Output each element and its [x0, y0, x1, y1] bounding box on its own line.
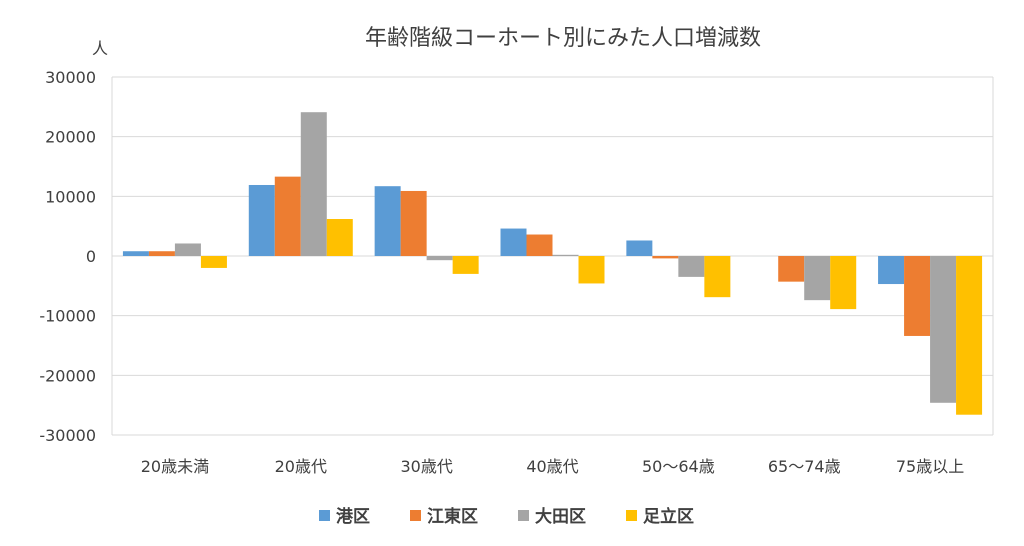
y-tick-label: 20000 — [45, 128, 96, 147]
bar — [174, 243, 201, 256]
x-category-label: 30歳代 — [400, 457, 452, 476]
bar — [452, 256, 479, 274]
bar — [374, 186, 401, 256]
bar — [904, 256, 931, 336]
y-tick-label: 10000 — [45, 187, 96, 206]
bar — [678, 256, 705, 277]
legend-swatch — [410, 510, 421, 521]
bar — [704, 256, 731, 298]
y-axis-tick-labels: 30000 20000 10000 0 -10000 -20000 -30000 — [39, 68, 96, 445]
legend-entry: 足立区 — [643, 506, 694, 527]
y-tick-label: 30000 — [45, 68, 96, 87]
bar — [552, 254, 579, 256]
bar — [300, 112, 327, 256]
x-category-label: 20歳未満 — [141, 457, 209, 476]
y-tick-label: -20000 — [39, 366, 96, 385]
legend-swatch — [518, 510, 529, 521]
bar — [878, 256, 905, 285]
legend-entry: 大田区 — [535, 506, 586, 527]
legend-swatch — [319, 510, 330, 521]
bar — [578, 256, 605, 284]
chart-title: 年齢階級コーホート別にみた人口増減数 — [365, 26, 761, 51]
y-tick-label: -10000 — [39, 307, 96, 326]
x-axis-category-labels: 20歳未満 20歳代 30歳代 40歳代 50〜64歳 65〜74歳 75歳以上 — [141, 457, 965, 476]
x-category-label: 65〜74歳 — [768, 457, 841, 476]
bar — [930, 256, 957, 403]
bar — [148, 251, 175, 256]
legend-swatch — [626, 510, 637, 521]
x-category-label: 50〜64歳 — [642, 457, 715, 476]
legend-entry: 港区 — [336, 506, 370, 527]
bar — [956, 256, 983, 415]
bar — [778, 256, 805, 282]
y-axis-unit-label: 人 — [92, 39, 108, 58]
bar — [500, 228, 527, 256]
bar — [804, 256, 831, 301]
bar — [326, 219, 353, 256]
bar — [526, 234, 553, 256]
x-category-label: 75歳以上 — [896, 457, 964, 476]
y-tick-label: 0 — [86, 247, 96, 266]
bars — [122, 112, 983, 415]
bar — [274, 176, 301, 256]
x-category-label: 20歳代 — [275, 457, 327, 476]
legend-entry: 江東区 — [427, 506, 478, 527]
bar — [652, 256, 679, 259]
bar — [426, 256, 453, 261]
bar — [248, 184, 275, 256]
bar — [830, 256, 857, 310]
x-category-label: 40歳代 — [526, 457, 578, 476]
legend: 港区 江東区 大田区 足立区 — [319, 506, 694, 527]
bar — [122, 251, 149, 256]
bar — [626, 240, 653, 256]
y-tick-label: -30000 — [39, 426, 96, 445]
bar — [400, 190, 427, 256]
bar — [200, 256, 227, 268]
